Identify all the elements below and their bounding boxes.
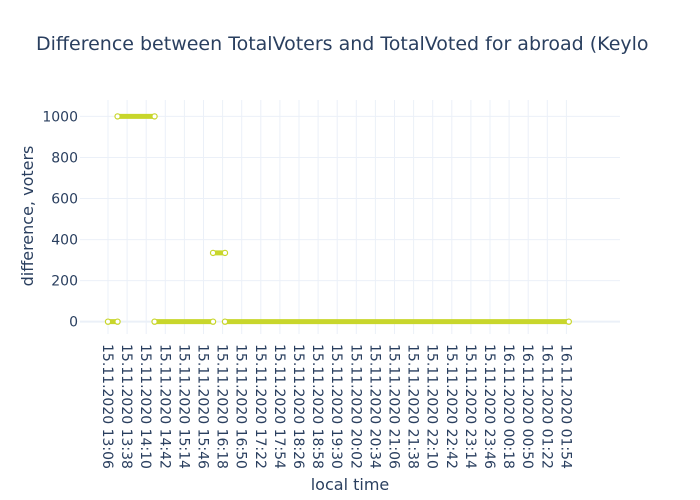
x-tick-label: 16.11.2020 00:18 [500,344,516,469]
data-point [221,318,229,325]
x-tick-label: 15.11.2020 13:38 [118,344,134,469]
x-axis-title: local time [311,475,390,494]
x-tick-label: 16.11.2020 01:22 [538,344,554,469]
x-tick-label: 15.11.2020 18:26 [290,344,306,469]
x-tick-label: 15.11.2020 16:18 [214,344,230,469]
series-layer [104,113,572,325]
data-point [104,318,112,325]
data-point [209,249,217,257]
x-tick-label: 15.11.2020 14:10 [137,344,153,469]
x-tick-label: 15.11.2020 20:02 [347,344,363,469]
y-tick-labels: 0 200 400 600 800 1000 [42,109,78,330]
chart-title: Difference between TotalVoters and Total… [36,33,649,55]
x-tick-label: 15.11.2020 17:54 [271,344,287,469]
y-tick-label: 800 [51,150,78,166]
x-tick-label: 15.11.2020 23:46 [481,344,497,469]
x-tick-label: 15.11.2020 21:06 [386,344,402,469]
x-tick-label: 15.11.2020 23:14 [462,344,478,469]
x-tick-label: 16.11.2020 00:50 [519,344,535,469]
x-tick-label: 15.11.2020 17:22 [252,344,268,469]
data-point [114,113,121,120]
data-point [151,113,158,120]
x-tick-labels: 15.11.2020 13:06 15.11.2020 13:38 15.11.20… [99,344,573,469]
x-tick-label: 15.11.2020 15:46 [195,344,211,469]
plot-grid [80,100,620,334]
x-tick-label: 15.11.2020 20:34 [366,344,382,469]
data-point [565,318,572,325]
y-tick-label: 400 [51,233,78,249]
y-axis-title: difference, voters [18,146,37,287]
y-tick-label: 1000 [42,109,78,125]
x-tick-label: 15.11.2020 22:10 [424,344,440,469]
x-tick-label: 15.11.2020 15:14 [175,344,191,469]
x-tick-label: 15.11.2020 13:06 [99,344,115,469]
x-tick-label: 15.11.2020 21:38 [405,344,421,469]
y-tick-label: 600 [51,192,78,208]
x-tick-label: 15.11.2020 19:30 [328,344,344,469]
x-tick-label: 15.11.2020 18:58 [309,344,325,469]
x-tick-label: 15.11.2020 22:42 [443,344,459,469]
y-tick-label: 0 [69,315,78,331]
data-point [151,318,158,325]
data-point [114,318,121,325]
x-tick-label: 16.11.2020 01:54 [557,344,573,469]
data-point [221,249,229,257]
x-tick-label: 15.11.2020 14:42 [156,344,172,469]
y-tick-label: 200 [51,274,78,290]
data-point [209,318,217,325]
x-tick-label: 15.11.2020 16:50 [233,344,249,469]
